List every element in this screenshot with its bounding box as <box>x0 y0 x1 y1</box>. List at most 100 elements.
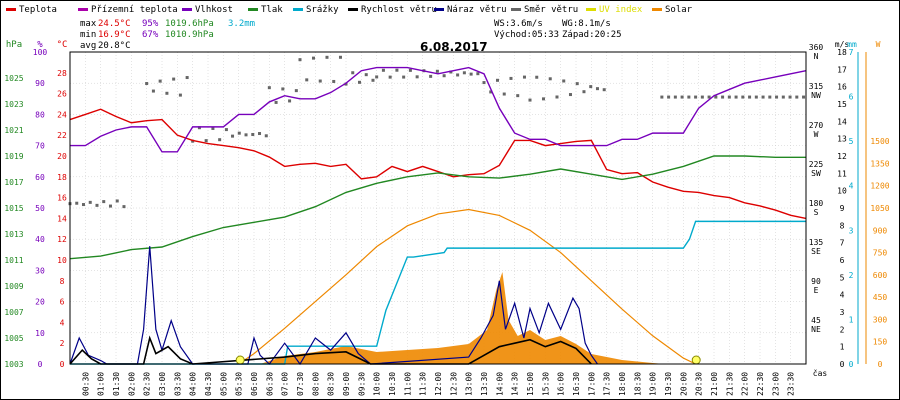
wind-direction-point <box>548 77 552 81</box>
wind-direction-point <box>489 90 493 94</box>
wind-direction-point <box>264 134 268 138</box>
axis-tick-direction-label: NE <box>811 325 821 334</box>
x-axis-labels: 00:30 01:00 01:30 02:00 02:30 03:00 03:30 04:00… <box>81 368 827 396</box>
wind-direction-point <box>95 203 99 207</box>
axis-tick-ms: 6 <box>840 256 845 265</box>
axis-tick-pct: 10 <box>35 329 45 338</box>
x-tick-label: 03:30 <box>173 372 182 396</box>
legend-label: UV index <box>599 5 643 15</box>
axis-tick-direction-deg: 180 <box>809 199 824 208</box>
axis-tick-direction-deg: 45 <box>811 316 821 325</box>
x-tick-label: 09:00 <box>342 372 351 396</box>
wind-direction-point <box>204 139 208 143</box>
wind-direction-point <box>185 76 189 80</box>
x-tick-label: 04:00 <box>189 372 198 396</box>
axis-tick-c: 0 <box>60 360 65 369</box>
wind-direction-point <box>237 131 241 135</box>
legend-item-smer-vetru: Směr větru <box>511 4 578 16</box>
wind-direction-point <box>761 95 765 99</box>
solar-radiation-fill <box>260 272 665 364</box>
stat-avg-label: avg <box>80 41 97 51</box>
axis-tick-c: 6 <box>60 298 65 307</box>
wind-direction-point <box>509 76 513 80</box>
wind-direction-point <box>687 95 691 99</box>
axis-tick-ms: 17 <box>837 65 847 74</box>
x-tick-label: 10:30 <box>388 372 397 396</box>
x-tick-label: 16:30 <box>572 372 581 396</box>
axis-tick-hpa: 1009 <box>4 282 23 291</box>
axis-tick-hpa: 1007 <box>4 308 23 317</box>
x-tick-label: 02:00 <box>127 372 136 396</box>
wind-direction-point <box>700 95 704 99</box>
x-tick-label: 01:30 <box>112 372 121 396</box>
line-series <box>69 66 807 366</box>
x-tick-label: 13:00 <box>465 372 474 396</box>
x-tick-label: 05:00 <box>219 372 228 396</box>
legend-label: Směr větru <box>524 5 579 15</box>
axis-tick-hpa: 1023 <box>4 100 23 109</box>
x-tick-label: 18:00 <box>618 372 627 396</box>
x-tick-label: 22:30 <box>756 372 765 396</box>
wind-direction-point <box>528 98 532 102</box>
axis-tick-hpa: 1019 <box>4 152 23 161</box>
axis-tick-ms: 16 <box>837 83 847 92</box>
legend-label: Solar <box>665 5 693 15</box>
wind-direction-point <box>172 77 176 81</box>
axis-tick-w: 450 <box>873 293 888 302</box>
wind-direction-point <box>298 58 302 62</box>
axis-tick-direction-label: SE <box>811 247 821 256</box>
legend-swatch-icon <box>511 8 521 11</box>
wind-direction-point <box>364 73 368 77</box>
stat-sunrise: Východ:05:33 <box>494 30 560 40</box>
axis-tick-c: 14 <box>57 214 67 223</box>
axis-tick-direction-deg: 315 <box>809 82 824 91</box>
axis-unit-w: W <box>876 40 881 49</box>
stat-max-hum: 95% <box>142 19 159 29</box>
wind-direction-point <box>344 82 348 86</box>
wind-direction-point <box>311 56 315 60</box>
wind-direction-point <box>294 89 298 93</box>
axis-tick-c: 28 <box>57 69 67 78</box>
wind-direction-point <box>476 72 480 76</box>
wind-direction-point <box>218 138 222 142</box>
axis-tick-ms: 13 <box>837 135 847 144</box>
axis-tick-pct: 70 <box>35 142 45 151</box>
wind-direction-point <box>281 87 285 91</box>
axis-tick-c: 20 <box>57 152 67 161</box>
legend-swatch-icon <box>434 8 444 11</box>
axis-tick-direction-label: S <box>814 208 819 217</box>
stat-max-label: max <box>80 19 97 29</box>
axis-tick-mm: 1 <box>849 315 854 324</box>
wind-direction-point <box>435 69 439 73</box>
x-tick-label: 19:00 <box>649 372 658 396</box>
wind-direction-point <box>754 95 758 99</box>
wind-direction-point <box>415 75 419 79</box>
wind-direction-point <box>707 95 711 99</box>
x-tick-label: 01:00 <box>97 372 106 396</box>
legend-swatch-icon <box>348 8 358 11</box>
axis-tick-mm: 3 <box>849 226 854 235</box>
wind-direction-point <box>673 95 677 99</box>
legend-item-solar: Solar <box>652 4 692 16</box>
axis-tick-ms: 4 <box>840 291 845 300</box>
x-tick-label: 08:30 <box>327 372 336 396</box>
axis-tick-ms: 1 <box>840 343 845 352</box>
wind-direction-point <box>165 91 169 95</box>
axis-unit-c: °C <box>57 40 68 50</box>
axis-tick-pct: 100 <box>33 48 48 57</box>
wind-direction-point <box>516 94 520 98</box>
axis-tick-direction-deg: 270 <box>809 121 824 130</box>
series-line-Teplota <box>69 108 807 220</box>
axis-tick-ms: 12 <box>837 152 847 161</box>
wind-direction-point <box>721 95 725 99</box>
axis-tick-pct: 0 <box>38 360 43 369</box>
wind-direction-point <box>375 75 379 79</box>
wind-direction-point <box>357 80 361 84</box>
x-tick-label: 07:30 <box>296 372 305 396</box>
x-tick-label: 14:30 <box>511 372 520 396</box>
axis-tick-w: 1050 <box>870 204 889 213</box>
solar-radiation-area <box>260 272 665 364</box>
legend-swatch-icon <box>586 8 596 11</box>
x-tick-label: 15:00 <box>526 372 535 396</box>
